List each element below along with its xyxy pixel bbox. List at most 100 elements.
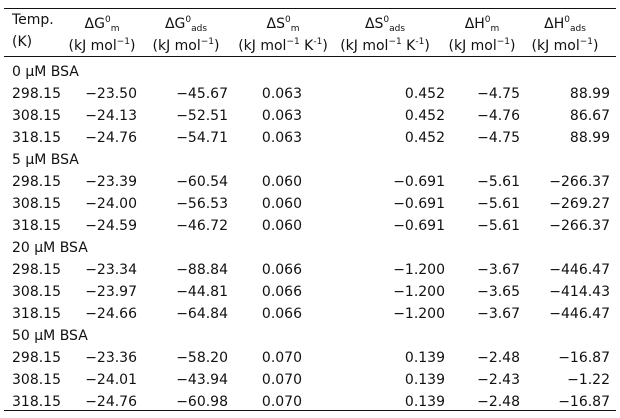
group-label: 0 μM BSA (12, 64, 79, 80)
header-text: ΔS (266, 16, 285, 32)
header-unit: (kJ mol−1) (532, 32, 599, 56)
table-cell: −24.76 (85, 130, 137, 146)
table-cell: 0.452 (404, 108, 445, 124)
header-text: ) (593, 38, 599, 54)
header-text: Temp. (12, 12, 54, 28)
bottom-rule (4, 410, 616, 411)
table-cell: −1.200 (393, 262, 445, 278)
header-title: Temp. (12, 10, 54, 30)
header-text: (kJ mol (531, 38, 580, 54)
table-cell: −446.47 (549, 262, 610, 278)
header-text: ) (510, 38, 516, 54)
table-cell: −52.51 (176, 108, 228, 124)
table-cell: −4.76 (477, 108, 520, 124)
table-cell: 0.139 (404, 350, 445, 366)
header-text: (kJ mol (340, 38, 389, 54)
header-text: 0 (185, 15, 192, 25)
table-cell: −44.81 (176, 284, 228, 300)
table-cell: −446.47 (549, 306, 610, 322)
table-cell: 88.99 (569, 130, 610, 146)
table-cell: −58.20 (176, 350, 228, 366)
header-unit: (kJ mol−1) (69, 32, 136, 56)
table-cell: −266.37 (549, 218, 610, 234)
table-cell: −2.48 (477, 350, 520, 366)
header-text: m (290, 24, 300, 34)
table-cell: −269.27 (549, 196, 610, 212)
header-text: ΔG (84, 16, 105, 32)
header-title: ΔS0m (267, 10, 300, 39)
table-cell: 0.139 (404, 394, 445, 410)
table-cell: −60.54 (176, 174, 228, 190)
table-cell: 298.15 (12, 350, 61, 366)
header-text: (K) (12, 34, 33, 50)
table-cell: 0.063 (261, 108, 302, 124)
table-cell: 0.452 (404, 86, 445, 102)
table-cell: 0.066 (261, 284, 302, 300)
header-text: K (401, 38, 416, 54)
table-cell: −88.84 (176, 262, 228, 278)
table-cell: 0.139 (404, 372, 445, 388)
table-cell: −1.200 (393, 284, 445, 300)
table-cell: −24.66 (85, 306, 137, 322)
table-cell: 308.15 (12, 196, 61, 212)
table-cell: 298.15 (12, 86, 61, 102)
table-cell: −0.691 (393, 196, 445, 212)
table-cell: −3.67 (477, 306, 520, 322)
table-cell: −5.61 (477, 196, 520, 212)
header-text: (kJ mol (152, 38, 201, 54)
table-cell: 0.070 (261, 394, 302, 410)
table-cell: 0.070 (261, 350, 302, 366)
table-cell: 308.15 (12, 372, 61, 388)
header-text: ads (389, 24, 406, 34)
header-text: m (110, 24, 120, 34)
table-cell: 318.15 (12, 218, 61, 234)
table-cell: −1.200 (393, 306, 445, 322)
table-cell: 0.060 (261, 196, 302, 212)
header-text: (kJ mol (448, 38, 497, 54)
table-cell: 308.15 (12, 284, 61, 300)
header-unit: (kJ mol−1) (449, 32, 516, 56)
header-title: ΔS0ads (365, 10, 405, 39)
header-title: ΔG0m (85, 10, 120, 39)
group-label: 20 μM BSA (12, 240, 88, 256)
table-cell: 298.15 (12, 174, 61, 190)
table-cell: −5.61 (477, 218, 520, 234)
table-cell: −266.37 (549, 174, 610, 190)
header-title: ΔH0ads (544, 10, 586, 39)
header-text: −1 (388, 37, 402, 47)
header-text: m (490, 24, 500, 34)
table-cell: 0.060 (261, 218, 302, 234)
table-cell: 318.15 (12, 394, 61, 410)
header-text: -1 (313, 37, 323, 47)
header-text: ) (424, 38, 430, 54)
table-cell: 318.15 (12, 130, 61, 146)
table-cell: −16.87 (558, 394, 610, 410)
table-cell: −16.87 (558, 350, 610, 366)
header-text: ads (569, 24, 586, 34)
table-cell: −23.36 (85, 350, 137, 366)
table-cell: −45.67 (176, 86, 228, 102)
table-cell: −64.84 (176, 306, 228, 322)
table-cell: −5.61 (477, 174, 520, 190)
table-cell: −24.13 (85, 108, 137, 124)
header-text: ΔS (364, 16, 384, 32)
table-cell: −4.75 (477, 130, 520, 146)
table-cell: −24.76 (85, 394, 137, 410)
group-label: 5 μM BSA (12, 152, 79, 168)
table-cell: 0.070 (261, 372, 302, 388)
header-text: ΔH (544, 16, 565, 32)
table-cell: −2.48 (477, 394, 520, 410)
header-title: ΔH0m (465, 10, 500, 39)
table-cell: −23.97 (85, 284, 137, 300)
table-cell: −24.00 (85, 196, 137, 212)
header-text: −1 (200, 37, 215, 47)
header-text: 0 (104, 15, 111, 25)
header-text: ) (130, 38, 136, 54)
header-text: 0 (484, 15, 491, 25)
table-cell: −43.94 (176, 372, 228, 388)
table-cell: 0.452 (404, 130, 445, 146)
header-text: 0 (383, 15, 390, 25)
table-cell: −1.22 (567, 372, 610, 388)
table-cell: 0.063 (261, 86, 302, 102)
